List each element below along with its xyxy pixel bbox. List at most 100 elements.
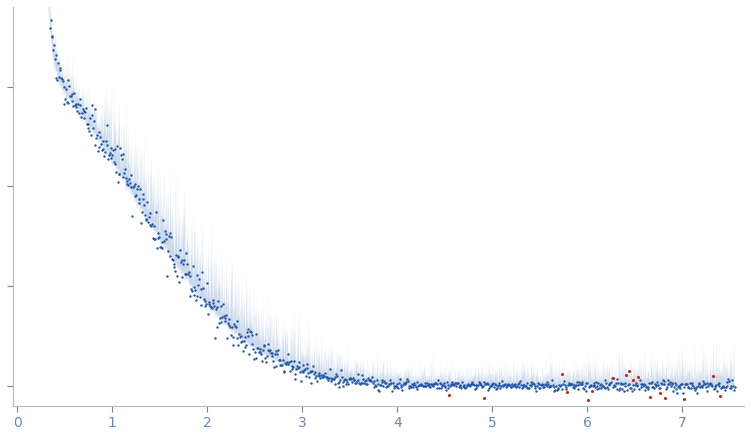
Point bbox=[464, 383, 476, 390]
Point bbox=[197, 284, 209, 291]
Point bbox=[403, 382, 415, 389]
Point bbox=[362, 374, 374, 381]
Point bbox=[341, 379, 353, 386]
Point bbox=[544, 382, 556, 389]
Point bbox=[560, 386, 572, 393]
Point bbox=[206, 305, 218, 312]
Point bbox=[596, 385, 608, 392]
Point bbox=[195, 301, 207, 308]
Point bbox=[371, 376, 383, 383]
Point bbox=[231, 318, 243, 325]
Point bbox=[50, 75, 62, 82]
Point bbox=[74, 101, 86, 108]
Point bbox=[272, 346, 284, 353]
Point bbox=[469, 385, 481, 392]
Point bbox=[704, 380, 716, 387]
Point bbox=[643, 386, 655, 393]
Point bbox=[151, 244, 163, 251]
Point bbox=[722, 378, 734, 385]
Point bbox=[98, 153, 110, 160]
Point bbox=[621, 386, 633, 393]
Point bbox=[247, 346, 259, 353]
Point bbox=[547, 382, 559, 388]
Point bbox=[424, 383, 436, 390]
Point bbox=[512, 381, 524, 388]
Point bbox=[606, 375, 618, 382]
Point bbox=[599, 376, 611, 383]
Point bbox=[614, 380, 626, 387]
Point bbox=[457, 382, 469, 388]
Point bbox=[83, 120, 95, 127]
Point bbox=[523, 382, 535, 388]
Point bbox=[452, 380, 464, 387]
Point bbox=[318, 372, 330, 379]
Point bbox=[680, 381, 692, 388]
Point bbox=[60, 86, 72, 93]
Point bbox=[583, 383, 595, 390]
Point bbox=[359, 378, 371, 385]
Point bbox=[288, 358, 300, 365]
Point bbox=[182, 269, 195, 276]
Point bbox=[291, 365, 303, 372]
Point bbox=[110, 160, 122, 167]
Point bbox=[333, 379, 345, 386]
Point bbox=[626, 388, 638, 395]
Point bbox=[175, 258, 187, 265]
Point bbox=[440, 387, 452, 394]
Point bbox=[431, 384, 443, 391]
Point bbox=[459, 385, 471, 392]
Point bbox=[644, 393, 656, 400]
Point bbox=[632, 374, 644, 381]
Point bbox=[155, 243, 167, 250]
Point bbox=[168, 260, 180, 267]
Point bbox=[405, 383, 417, 390]
Point bbox=[436, 384, 448, 391]
Point bbox=[182, 271, 194, 277]
Point bbox=[664, 379, 676, 386]
Point bbox=[348, 376, 360, 383]
Point bbox=[321, 374, 333, 381]
Point bbox=[122, 181, 134, 188]
Point bbox=[67, 103, 79, 110]
Point bbox=[585, 382, 597, 389]
Point bbox=[451, 380, 463, 387]
Point bbox=[593, 384, 605, 391]
Point bbox=[412, 385, 424, 392]
Point bbox=[213, 297, 225, 304]
Point bbox=[199, 302, 211, 309]
Point bbox=[653, 385, 665, 392]
Point bbox=[391, 384, 403, 391]
Point bbox=[415, 381, 427, 388]
Point bbox=[295, 378, 307, 385]
Point bbox=[618, 388, 630, 395]
Point bbox=[346, 379, 358, 386]
Point bbox=[458, 383, 470, 390]
Point bbox=[620, 372, 632, 379]
Point bbox=[103, 152, 115, 159]
Point bbox=[667, 388, 679, 395]
Point bbox=[685, 385, 697, 392]
Point bbox=[47, 46, 59, 53]
Point bbox=[442, 381, 454, 388]
Point bbox=[406, 384, 418, 391]
Point bbox=[258, 343, 270, 350]
Point bbox=[584, 382, 596, 389]
Point bbox=[179, 250, 192, 257]
Point bbox=[545, 382, 557, 389]
Point bbox=[632, 382, 644, 388]
Point bbox=[624, 385, 636, 392]
Point bbox=[581, 379, 593, 386]
Point bbox=[479, 381, 491, 388]
Point bbox=[655, 379, 667, 386]
Point bbox=[49, 55, 61, 62]
Point bbox=[672, 383, 684, 390]
Point bbox=[189, 287, 201, 294]
Point bbox=[376, 376, 388, 383]
Point bbox=[389, 382, 401, 389]
Point bbox=[669, 379, 681, 386]
Point bbox=[250, 354, 262, 361]
Point bbox=[72, 101, 84, 108]
Point bbox=[526, 383, 538, 390]
Point bbox=[293, 359, 305, 366]
Point bbox=[705, 382, 717, 388]
